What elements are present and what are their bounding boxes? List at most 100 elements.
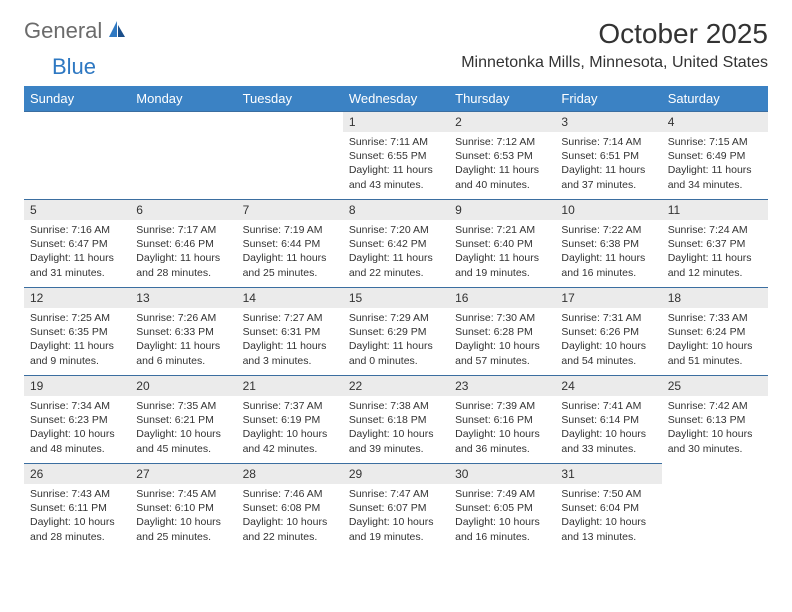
day-info: Sunrise: 7:17 AMSunset: 6:46 PMDaylight:… bbox=[130, 220, 236, 284]
empty-cell bbox=[24, 111, 130, 131]
day-number: 18 bbox=[662, 287, 768, 308]
day-number: 3 bbox=[555, 111, 661, 132]
day-header-thursday: Thursday bbox=[449, 86, 555, 111]
day-header-sunday: Sunday bbox=[24, 86, 130, 111]
day-cell: 4Sunrise: 7:15 AMSunset: 6:49 PMDaylight… bbox=[662, 111, 768, 199]
location: Minnetonka Mills, Minnesota, United Stat… bbox=[461, 54, 768, 72]
day-number: 13 bbox=[130, 287, 236, 308]
day-cell: 17Sunrise: 7:31 AMSunset: 6:26 PMDayligh… bbox=[555, 287, 661, 375]
day-cell: 24Sunrise: 7:41 AMSunset: 6:14 PMDayligh… bbox=[555, 375, 661, 463]
calendar-cell: 27Sunrise: 7:45 AMSunset: 6:10 PMDayligh… bbox=[130, 463, 236, 551]
day-info: Sunrise: 7:25 AMSunset: 6:35 PMDaylight:… bbox=[24, 308, 130, 372]
calendar-row: 1Sunrise: 7:11 AMSunset: 6:55 PMDaylight… bbox=[24, 111, 768, 199]
calendar-cell: 5Sunrise: 7:16 AMSunset: 6:47 PMDaylight… bbox=[24, 199, 130, 287]
day-cell: 29Sunrise: 7:47 AMSunset: 6:07 PMDayligh… bbox=[343, 463, 449, 551]
day-number: 1 bbox=[343, 111, 449, 132]
calendar-cell bbox=[24, 111, 130, 199]
day-number: 24 bbox=[555, 375, 661, 396]
day-info: Sunrise: 7:26 AMSunset: 6:33 PMDaylight:… bbox=[130, 308, 236, 372]
calendar-cell: 8Sunrise: 7:20 AMSunset: 6:42 PMDaylight… bbox=[343, 199, 449, 287]
calendar-cell: 20Sunrise: 7:35 AMSunset: 6:21 PMDayligh… bbox=[130, 375, 236, 463]
day-number: 28 bbox=[237, 463, 343, 484]
empty-cell bbox=[237, 111, 343, 131]
calendar-cell: 26Sunrise: 7:43 AMSunset: 6:11 PMDayligh… bbox=[24, 463, 130, 551]
day-cell: 1Sunrise: 7:11 AMSunset: 6:55 PMDaylight… bbox=[343, 111, 449, 199]
day-number: 9 bbox=[449, 199, 555, 220]
day-number: 30 bbox=[449, 463, 555, 484]
day-cell: 11Sunrise: 7:24 AMSunset: 6:37 PMDayligh… bbox=[662, 199, 768, 287]
calendar-header-row: SundayMondayTuesdayWednesdayThursdayFrid… bbox=[24, 86, 768, 111]
day-cell: 22Sunrise: 7:38 AMSunset: 6:18 PMDayligh… bbox=[343, 375, 449, 463]
calendar-cell: 15Sunrise: 7:29 AMSunset: 6:29 PMDayligh… bbox=[343, 287, 449, 375]
day-cell: 14Sunrise: 7:27 AMSunset: 6:31 PMDayligh… bbox=[237, 287, 343, 375]
day-number: 8 bbox=[343, 199, 449, 220]
day-cell: 26Sunrise: 7:43 AMSunset: 6:11 PMDayligh… bbox=[24, 463, 130, 551]
day-number: 11 bbox=[662, 199, 768, 220]
calendar-cell: 31Sunrise: 7:50 AMSunset: 6:04 PMDayligh… bbox=[555, 463, 661, 551]
day-number: 25 bbox=[662, 375, 768, 396]
calendar-cell: 30Sunrise: 7:49 AMSunset: 6:05 PMDayligh… bbox=[449, 463, 555, 551]
day-info: Sunrise: 7:21 AMSunset: 6:40 PMDaylight:… bbox=[449, 220, 555, 284]
calendar-cell: 12Sunrise: 7:25 AMSunset: 6:35 PMDayligh… bbox=[24, 287, 130, 375]
day-number: 10 bbox=[555, 199, 661, 220]
day-info: Sunrise: 7:12 AMSunset: 6:53 PMDaylight:… bbox=[449, 132, 555, 196]
day-cell: 13Sunrise: 7:26 AMSunset: 6:33 PMDayligh… bbox=[130, 287, 236, 375]
day-info: Sunrise: 7:49 AMSunset: 6:05 PMDaylight:… bbox=[449, 484, 555, 548]
day-header-wednesday: Wednesday bbox=[343, 86, 449, 111]
day-cell: 12Sunrise: 7:25 AMSunset: 6:35 PMDayligh… bbox=[24, 287, 130, 375]
day-number: 7 bbox=[237, 199, 343, 220]
day-cell: 30Sunrise: 7:49 AMSunset: 6:05 PMDayligh… bbox=[449, 463, 555, 551]
day-info: Sunrise: 7:38 AMSunset: 6:18 PMDaylight:… bbox=[343, 396, 449, 460]
calendar-cell: 9Sunrise: 7:21 AMSunset: 6:40 PMDaylight… bbox=[449, 199, 555, 287]
day-header-friday: Friday bbox=[555, 86, 661, 111]
calendar-cell: 6Sunrise: 7:17 AMSunset: 6:46 PMDaylight… bbox=[130, 199, 236, 287]
day-number: 12 bbox=[24, 287, 130, 308]
calendar-cell: 16Sunrise: 7:30 AMSunset: 6:28 PMDayligh… bbox=[449, 287, 555, 375]
logo: General bbox=[24, 18, 129, 44]
day-number: 5 bbox=[24, 199, 130, 220]
calendar-cell: 1Sunrise: 7:11 AMSunset: 6:55 PMDaylight… bbox=[343, 111, 449, 199]
calendar-cell: 11Sunrise: 7:24 AMSunset: 6:37 PMDayligh… bbox=[662, 199, 768, 287]
day-cell: 2Sunrise: 7:12 AMSunset: 6:53 PMDaylight… bbox=[449, 111, 555, 199]
day-cell: 19Sunrise: 7:34 AMSunset: 6:23 PMDayligh… bbox=[24, 375, 130, 463]
day-info: Sunrise: 7:31 AMSunset: 6:26 PMDaylight:… bbox=[555, 308, 661, 372]
day-info: Sunrise: 7:11 AMSunset: 6:55 PMDaylight:… bbox=[343, 132, 449, 196]
day-number: 29 bbox=[343, 463, 449, 484]
title-block: October 2025 Minnetonka Mills, Minnesota… bbox=[461, 18, 768, 72]
calendar-cell bbox=[237, 111, 343, 199]
calendar-cell: 4Sunrise: 7:15 AMSunset: 6:49 PMDaylight… bbox=[662, 111, 768, 199]
day-info: Sunrise: 7:45 AMSunset: 6:10 PMDaylight:… bbox=[130, 484, 236, 548]
calendar-table: SundayMondayTuesdayWednesdayThursdayFrid… bbox=[24, 86, 768, 551]
day-info: Sunrise: 7:20 AMSunset: 6:42 PMDaylight:… bbox=[343, 220, 449, 284]
calendar-cell: 14Sunrise: 7:27 AMSunset: 6:31 PMDayligh… bbox=[237, 287, 343, 375]
calendar-row: 12Sunrise: 7:25 AMSunset: 6:35 PMDayligh… bbox=[24, 287, 768, 375]
day-cell: 21Sunrise: 7:37 AMSunset: 6:19 PMDayligh… bbox=[237, 375, 343, 463]
day-cell: 8Sunrise: 7:20 AMSunset: 6:42 PMDaylight… bbox=[343, 199, 449, 287]
calendar-cell: 13Sunrise: 7:26 AMSunset: 6:33 PMDayligh… bbox=[130, 287, 236, 375]
day-info: Sunrise: 7:34 AMSunset: 6:23 PMDaylight:… bbox=[24, 396, 130, 460]
page: General October 2025 Minnetonka Mills, M… bbox=[0, 0, 792, 551]
calendar-body: 1Sunrise: 7:11 AMSunset: 6:55 PMDaylight… bbox=[24, 111, 768, 551]
day-info: Sunrise: 7:46 AMSunset: 6:08 PMDaylight:… bbox=[237, 484, 343, 548]
day-number: 27 bbox=[130, 463, 236, 484]
day-cell: 28Sunrise: 7:46 AMSunset: 6:08 PMDayligh… bbox=[237, 463, 343, 551]
logo-text-general: General bbox=[24, 18, 102, 44]
day-info: Sunrise: 7:22 AMSunset: 6:38 PMDaylight:… bbox=[555, 220, 661, 284]
day-info: Sunrise: 7:29 AMSunset: 6:29 PMDaylight:… bbox=[343, 308, 449, 372]
calendar-cell: 19Sunrise: 7:34 AMSunset: 6:23 PMDayligh… bbox=[24, 375, 130, 463]
day-cell: 10Sunrise: 7:22 AMSunset: 6:38 PMDayligh… bbox=[555, 199, 661, 287]
day-header-saturday: Saturday bbox=[662, 86, 768, 111]
day-number: 6 bbox=[130, 199, 236, 220]
day-number: 19 bbox=[24, 375, 130, 396]
day-cell: 20Sunrise: 7:35 AMSunset: 6:21 PMDayligh… bbox=[130, 375, 236, 463]
day-number: 26 bbox=[24, 463, 130, 484]
calendar-cell: 24Sunrise: 7:41 AMSunset: 6:14 PMDayligh… bbox=[555, 375, 661, 463]
day-cell: 3Sunrise: 7:14 AMSunset: 6:51 PMDaylight… bbox=[555, 111, 661, 199]
day-cell: 25Sunrise: 7:42 AMSunset: 6:13 PMDayligh… bbox=[662, 375, 768, 463]
day-info: Sunrise: 7:30 AMSunset: 6:28 PMDaylight:… bbox=[449, 308, 555, 372]
logo-sail-icon bbox=[107, 19, 127, 44]
day-header-tuesday: Tuesday bbox=[237, 86, 343, 111]
day-number: 17 bbox=[555, 287, 661, 308]
calendar-cell: 28Sunrise: 7:46 AMSunset: 6:08 PMDayligh… bbox=[237, 463, 343, 551]
day-info: Sunrise: 7:41 AMSunset: 6:14 PMDaylight:… bbox=[555, 396, 661, 460]
